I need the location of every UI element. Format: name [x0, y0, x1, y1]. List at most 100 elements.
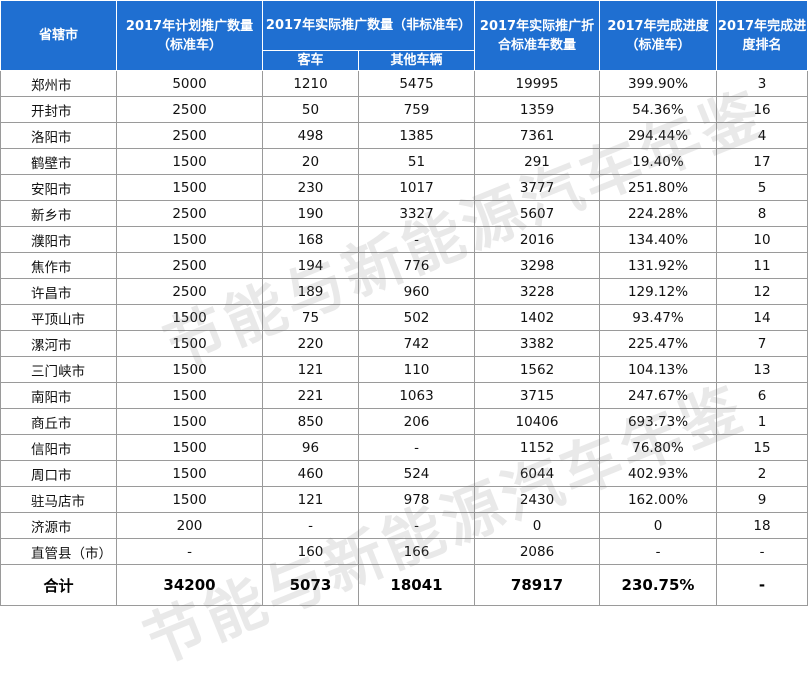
cell-converted: 2016	[474, 226, 600, 253]
table-row: 直管县（市） -160 166 2086- -	[0, 538, 808, 565]
cell-rank: 16	[716, 96, 808, 123]
cell-progress: 134.40%	[599, 226, 717, 253]
total-row: 合计 34200 5073 18041 78917 230.75% -	[0, 564, 808, 606]
cell-rank: 1	[716, 408, 808, 435]
cell-bus: 194	[262, 252, 359, 279]
cell-progress: 247.67%	[599, 382, 717, 409]
cell-converted: 19995	[474, 70, 600, 97]
cell-progress: 251.80%	[599, 174, 717, 201]
table-row: 焦作市 2500 194 776 3298 131.92% 11	[0, 252, 808, 279]
cell-progress: 399.90%	[599, 70, 717, 97]
cell-progress: 162.00%	[599, 486, 717, 513]
total-converted: 78917	[474, 564, 600, 606]
cell-converted: 291	[474, 148, 600, 175]
table-row: 平顶山市 1500 75 502 1402 93.47% 14	[0, 304, 808, 331]
table-row: 安阳市 1500 230 1017 3777 251.80% 5	[0, 174, 808, 201]
cell-rank: 8	[716, 200, 808, 227]
cell-planned: 5000	[116, 70, 263, 97]
cell-converted: 7361	[474, 122, 600, 149]
promotion-table: 省辖市 2017年计划推广数量（标准车） 2017年实际推广数量（非标准车） 2…	[0, 0, 808, 606]
cell-progress: 104.13%	[599, 356, 717, 383]
cell-progress: 129.12%	[599, 278, 717, 305]
cell-progress: 294.44%	[599, 122, 717, 149]
header-actual-converted: 2017年实际推广折合标准车数量	[474, 0, 600, 71]
cell-converted: 6044	[474, 460, 600, 487]
cell-planned: 1500	[116, 226, 263, 253]
header-actual-bus: 客车	[262, 50, 359, 71]
cell-bus: 20	[262, 148, 359, 175]
cell-progress: 131.92%	[599, 252, 717, 279]
cell-rank: 12	[716, 278, 808, 305]
cell-other: 776	[358, 252, 475, 279]
cell-bus: 190	[262, 200, 359, 227]
header-region: 省辖市	[0, 0, 117, 71]
cell-name: 开封市	[0, 96, 117, 123]
table-row: 鹤壁市 1500 20 51 291 19.40% 17	[0, 148, 808, 175]
cell-name: 济源市	[0, 512, 117, 539]
cell-bus: -	[262, 512, 359, 539]
table-row: 新乡市 2500 190 3327 5607 224.28% 8	[0, 200, 808, 227]
cell-planned: -	[116, 538, 263, 565]
cell-name: 濮阳市	[0, 226, 117, 253]
cell-planned: 1500	[116, 382, 263, 409]
cell-rank: -	[716, 538, 808, 565]
cell-converted: 2086	[474, 538, 600, 565]
header-progress: 2017年完成进度（标准车）	[599, 0, 717, 71]
cell-other: 1017	[358, 174, 475, 201]
cell-other: 206	[358, 408, 475, 435]
cell-planned: 1500	[116, 460, 263, 487]
table-row: 周口市 1500 460 524 6044 402.93% 2	[0, 460, 808, 487]
cell-name: 郑州市	[0, 70, 117, 97]
cell-other: 1385	[358, 122, 475, 149]
cell-bus: 221	[262, 382, 359, 409]
cell-progress: 402.93%	[599, 460, 717, 487]
cell-converted: 10406	[474, 408, 600, 435]
cell-other: 110	[358, 356, 475, 383]
table-row: 开封市 2500 50 759 1359 54.36% 16	[0, 96, 808, 123]
cell-planned: 1500	[116, 356, 263, 383]
table-row: 信阳市 1500 96-1152 76.80% 15	[0, 434, 808, 461]
cell-other: 1063	[358, 382, 475, 409]
cell-planned: 1500	[116, 174, 263, 201]
table-row: 济源市 200- -0 0 18	[0, 512, 808, 539]
cell-progress: 225.47%	[599, 330, 717, 357]
cell-bus: 189	[262, 278, 359, 305]
cell-rank: 6	[716, 382, 808, 409]
cell-converted: 3228	[474, 278, 600, 305]
cell-rank: 2	[716, 460, 808, 487]
cell-planned: 1500	[116, 408, 263, 435]
total-planned: 34200	[116, 564, 263, 606]
cell-converted: 1152	[474, 434, 600, 461]
cell-converted: 3382	[474, 330, 600, 357]
cell-planned: 1500	[116, 486, 263, 513]
cell-other: 502	[358, 304, 475, 331]
cell-name: 直管县（市）	[0, 538, 117, 565]
table-row: 商丘市 1500 850 206 10406 693.73% 1	[0, 408, 808, 435]
cell-planned: 1500	[116, 434, 263, 461]
cell-planned: 1500	[116, 330, 263, 357]
cell-progress: 76.80%	[599, 434, 717, 461]
cell-planned: 2500	[116, 96, 263, 123]
cell-bus: 121	[262, 486, 359, 513]
cell-converted: 1562	[474, 356, 600, 383]
cell-bus: 168	[262, 226, 359, 253]
cell-bus: 75	[262, 304, 359, 331]
cell-name: 信阳市	[0, 434, 117, 461]
cell-other: 742	[358, 330, 475, 357]
total-bus: 5073	[262, 564, 359, 606]
cell-name: 许昌市	[0, 278, 117, 305]
cell-bus: 160	[262, 538, 359, 565]
cell-rank: 3	[716, 70, 808, 97]
table-row: 漯河市 1500 220 742 3382 225.47% 7	[0, 330, 808, 357]
total-label: 合计	[0, 564, 117, 606]
cell-name: 南阳市	[0, 382, 117, 409]
cell-name: 驻马店市	[0, 486, 117, 513]
cell-other: 759	[358, 96, 475, 123]
cell-bus: 50	[262, 96, 359, 123]
cell-progress: 0	[599, 512, 717, 539]
cell-rank: 9	[716, 486, 808, 513]
cell-planned: 1500	[116, 148, 263, 175]
cell-bus: 220	[262, 330, 359, 357]
cell-converted: 1359	[474, 96, 600, 123]
cell-bus: 230	[262, 174, 359, 201]
